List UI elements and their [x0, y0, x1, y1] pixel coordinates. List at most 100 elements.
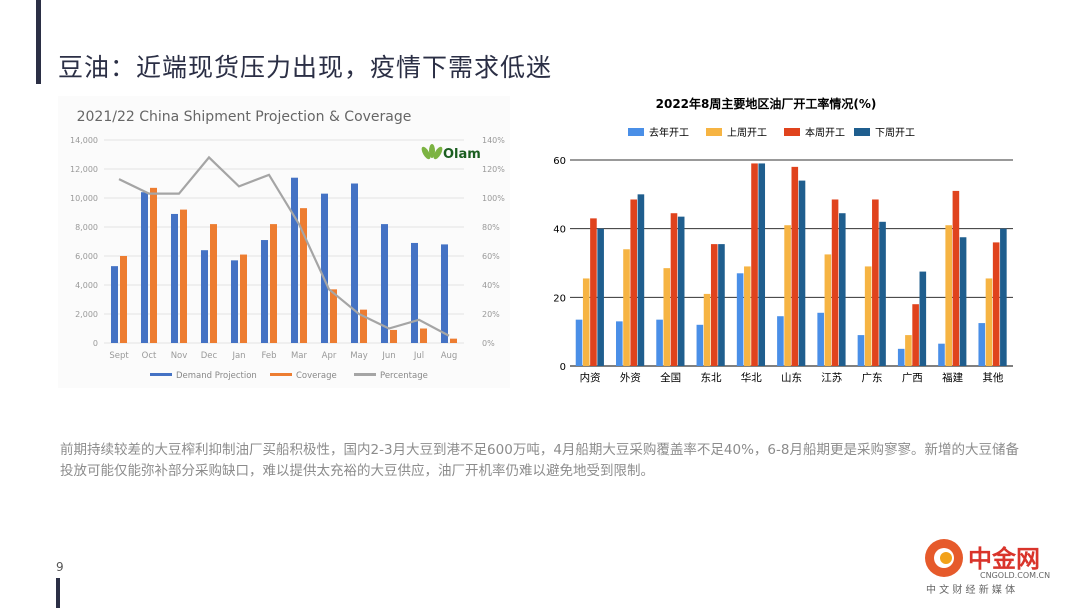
legend-label: Coverage — [296, 371, 337, 381]
coverage-bar — [360, 309, 367, 343]
crush-rate-bar — [978, 323, 986, 366]
legend-swatch — [706, 128, 722, 136]
crush-rate-bar — [597, 228, 604, 366]
x-axis-tick-label: 东北 — [700, 371, 721, 384]
crush-rate-bar — [831, 199, 839, 366]
left-axis-tick-label: 0 — [93, 339, 98, 348]
cngold-site: CNGOLD.COM.CN — [980, 571, 1050, 580]
crush-rate-bar — [784, 225, 791, 366]
crush-rate-bar — [696, 324, 704, 366]
crush-rate-bar — [590, 218, 597, 366]
y-axis-tick-label: 40 — [553, 225, 566, 236]
china-shipment-chart-svg: 2021/22 China Shipment Projection & Cove… — [70, 109, 505, 381]
crush-rate-bar — [582, 278, 590, 366]
x-axis-tick-label: 其他 — [982, 371, 1003, 384]
percentage-line — [118, 155, 450, 337]
coverage-bar — [180, 209, 187, 343]
legend-item: Percentage — [354, 371, 428, 381]
x-axis-tick-label: 内资 — [580, 371, 601, 384]
cngold-logo: 中金网 CNGOLD.COM.CN 中 文 财 经 新 媒 体 — [920, 530, 1070, 600]
x-axis-tick-label: 广东 — [862, 371, 883, 384]
x-axis-tick-label: 江苏 — [821, 371, 842, 384]
legend-label: Percentage — [380, 371, 428, 381]
crush-rate-chart-svg: 2022年8周主要地区油厂开工率情况(%) 去年开工 上周开工 本周开工 下周开工 0 2… — [553, 96, 1013, 384]
crush-rate-bar — [857, 335, 865, 366]
right-axis-tick-label: 80% — [482, 223, 500, 232]
crush-rate-bar — [872, 199, 879, 366]
legend-item: 下周开工 — [854, 127, 915, 139]
crush-rate-bar — [959, 237, 967, 366]
crush-rate-bar — [744, 266, 751, 366]
y-axis-tick-label: 20 — [553, 293, 566, 304]
legend-item: 本周开工 — [784, 126, 845, 139]
legend-item: 上周开工 — [706, 127, 767, 139]
coverage-bar — [420, 328, 427, 343]
legend-swatch — [270, 373, 292, 376]
crush-rate-bar — [798, 180, 806, 366]
right-axis-tick-label: 120% — [482, 165, 505, 174]
x-axis-tick-label: 外资 — [620, 372, 641, 384]
crush-rate-bar — [663, 268, 671, 366]
legend-swatch — [784, 128, 800, 136]
demand-bar — [411, 242, 418, 343]
x-axis-tick-label: Aug — [441, 351, 458, 361]
demand-bar — [441, 244, 448, 343]
right-axis-tick-label: 40% — [482, 281, 500, 290]
olam-leaf-icon — [421, 144, 443, 160]
cngold-tagline: 中 文 财 经 新 媒 体 — [926, 583, 1015, 596]
crush-rate-bar — [777, 316, 784, 366]
legend-item: Demand Projection — [150, 371, 257, 381]
y-axis-tick-label: 0 — [560, 362, 566, 373]
right-axis-tick-label: 20% — [482, 310, 500, 319]
crush-rate-bar — [952, 190, 960, 366]
legend-item: Coverage — [270, 371, 337, 381]
crush-rate-bar — [623, 249, 630, 366]
x-axis-tick-label: Jan — [231, 351, 245, 361]
crush-rate-bar — [630, 199, 638, 366]
crush-rate-bar — [897, 348, 905, 366]
crush-rate-bar — [985, 278, 993, 366]
crush-rate-bar — [758, 163, 766, 366]
left-axis-tick-label: 14,000 — [70, 136, 98, 145]
demand-bar — [201, 250, 208, 343]
x-axis-tick-label: 全国 — [660, 371, 681, 384]
x-axis-tick-label: Dec — [201, 351, 218, 361]
x-axis-tick-label: Apr — [322, 351, 337, 361]
crush-rate-bar — [751, 163, 758, 366]
crush-rate-chart: 2022年8周主要地区油厂开工率情况(%) 去年开工 上周开工 本周开工 下周开工 0 2… — [548, 88, 1018, 384]
crush-rate-bar — [710, 244, 718, 366]
legend-label: 下周开工 — [875, 127, 915, 139]
page-number: 9 — [56, 560, 64, 574]
legend-swatch — [628, 128, 644, 136]
crush-rate-bar — [670, 213, 678, 366]
left-axis-tick-label: 12,000 — [70, 165, 98, 174]
crush-rate-bar — [616, 321, 623, 366]
china-shipment-chart: 2021/22 China Shipment Projection & Cove… — [58, 96, 510, 388]
demand-bar — [381, 224, 388, 343]
right-axis-tick-label: 100% — [482, 194, 505, 203]
crush-rate-bar — [575, 319, 583, 366]
legend-item: 去年开工 — [628, 126, 689, 139]
x-axis-tick-label: 福建 — [942, 371, 963, 384]
coverage-bar — [120, 256, 127, 343]
chart-title: 2022年8周主要地区油厂开工率情况(%) — [656, 96, 877, 111]
demand-bar — [141, 192, 148, 343]
coverage-bar — [450, 338, 457, 343]
chart-title: 2021/22 China Shipment Projection & Cove… — [77, 109, 412, 125]
coverage-bar — [390, 329, 397, 343]
y-axis-tick-label: 60 — [553, 156, 566, 167]
demand-bar — [321, 193, 328, 343]
crush-rate-bar — [656, 319, 663, 366]
crush-rate-bar — [718, 244, 725, 366]
coverage-bar — [270, 224, 277, 343]
crush-rate-bar — [736, 273, 744, 366]
crush-rate-bar — [905, 335, 912, 366]
legend-label: 上周开工 — [727, 127, 767, 139]
crush-rate-bar — [992, 242, 1000, 366]
left-axis-tick-label: 2,000 — [75, 310, 98, 319]
crush-rate-bar — [1000, 228, 1007, 366]
crush-rate-bar — [864, 266, 872, 366]
coverage-bar — [300, 208, 307, 343]
crush-rate-bar — [791, 166, 799, 366]
x-axis-tick-label: Jun — [381, 351, 395, 361]
